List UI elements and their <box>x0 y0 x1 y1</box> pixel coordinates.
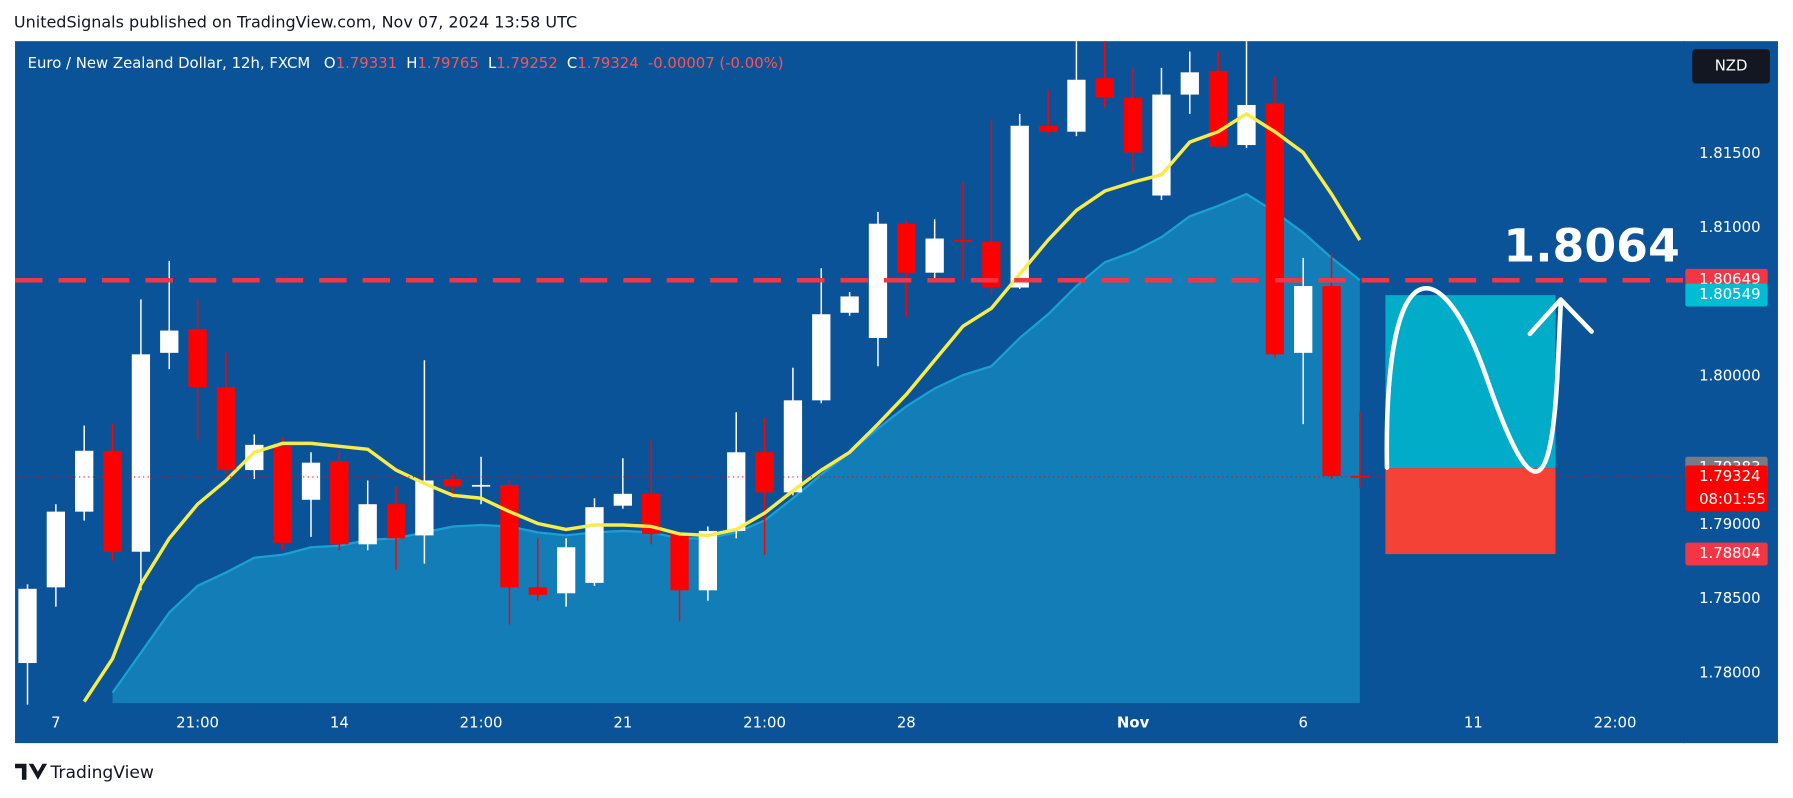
symbol-title: Euro / New Zealand Dollar, 12h, FXCM <box>28 54 311 72</box>
candle-body <box>1322 286 1341 477</box>
price-tag <box>1685 283 1768 307</box>
price-tag-label: 1.79324 <box>1699 467 1760 485</box>
ohlc-value: 1.79765 <box>417 54 478 72</box>
x-tick-label: 21 <box>613 714 632 732</box>
candle-body <box>642 493 661 534</box>
x-tick-label: 28 <box>897 714 916 732</box>
candle-body <box>840 296 859 313</box>
candle-body <box>613 493 632 506</box>
candle-body <box>273 446 292 543</box>
candle-body <box>953 240 973 242</box>
candle-body <box>46 511 66 588</box>
candle-body <box>188 329 207 387</box>
x-tick-label: 14 <box>330 714 349 732</box>
loss-zone <box>1385 468 1556 555</box>
candle-body <box>670 533 689 591</box>
x-tick-label: 22:00 <box>1594 714 1637 732</box>
ohlc-key: C <box>567 54 577 72</box>
candle-body <box>1237 104 1256 146</box>
price-tag <box>1685 542 1768 566</box>
candle-body <box>75 450 94 512</box>
candle-body <box>1265 103 1284 355</box>
candle-body <box>1038 125 1058 132</box>
footer: TradingView <box>49 763 153 783</box>
candle-body <box>585 507 604 583</box>
change: -0.00007 (-0.00%) <box>648 54 784 72</box>
y-tick-label: 1.81000 <box>1699 218 1760 236</box>
currency: NZD <box>1715 56 1748 74</box>
ohlc-value: 1.79331 <box>336 54 397 72</box>
y-tick-label: 1.79000 <box>1699 515 1760 533</box>
y-tick-label: 1.78500 <box>1699 589 1760 607</box>
y-tick-label: 1.78000 <box>1699 663 1760 681</box>
candle-body <box>868 223 888 338</box>
ohlc-key: L <box>488 54 497 72</box>
candle-body <box>528 587 547 595</box>
candle-body <box>415 480 434 536</box>
y-tick-label: 1.80000 <box>1699 367 1760 385</box>
candle-body <box>301 462 321 500</box>
plot: 1.78000 1.78500 1.79000 1.80000 1.81000 1.815… <box>15 41 1770 744</box>
candle-body <box>216 386 236 471</box>
candle-body <box>131 354 151 552</box>
drawn-arrow <box>1527 297 1594 337</box>
logo-icon <box>15 763 48 780</box>
x-tick-label: 21:00 <box>743 714 786 732</box>
countdown: 08:01:55 <box>1699 490 1766 508</box>
candle-body <box>1294 286 1313 353</box>
candle-body <box>925 238 944 273</box>
ma-area <box>112 194 1360 704</box>
candle-body <box>982 241 1001 288</box>
candle-body <box>386 504 406 539</box>
candle-body <box>783 400 803 493</box>
candle-body <box>18 588 37 664</box>
drawn-curve <box>1384 286 1564 474</box>
header: UnitedSignals published on TradingView.c… <box>14 12 577 31</box>
candle-body <box>755 452 774 493</box>
profit-zone <box>1385 295 1556 469</box>
candle-body <box>471 484 491 487</box>
x-tick-label: 11 <box>1464 714 1483 732</box>
ohlc-value: 1.79252 <box>496 54 557 72</box>
candle-body <box>1180 72 1199 95</box>
currency-badge <box>1692 49 1770 84</box>
price-tag-label: 1.80549 <box>1699 285 1760 303</box>
price-tag-label: 1.78804 <box>1699 544 1760 562</box>
candle-body <box>1123 97 1143 153</box>
ohlc-value: 1.79324 <box>577 54 638 72</box>
y-tick-label: 1.81500 <box>1699 144 1760 162</box>
candle-body <box>1010 125 1029 288</box>
x-tick-label: Nov <box>1117 714 1150 732</box>
candle-body <box>727 452 746 531</box>
candle-body <box>812 314 831 401</box>
x-tick-label: 6 <box>1298 714 1307 732</box>
tv-logo: TradingView <box>15 763 154 783</box>
ma-line <box>82 111 1362 703</box>
candle-body <box>358 504 377 545</box>
annotation: 1.8064 <box>1503 220 1679 273</box>
candle-body <box>1095 78 1114 98</box>
candle-body <box>1067 79 1086 132</box>
candle-body <box>160 330 179 353</box>
price-tag <box>1685 465 1768 512</box>
candle-body <box>698 530 718 591</box>
legend-line: Euro / New Zealand Dollar, 12h, FXCM O1.7… <box>28 54 784 72</box>
x-tick-label: 7 <box>51 714 60 732</box>
candle-body <box>330 461 349 545</box>
candle-body <box>897 223 916 273</box>
candle-body <box>500 484 519 588</box>
axis-divider <box>1683 41 1685 744</box>
ohlc-key: O <box>324 54 336 72</box>
ohlc-key: H <box>406 54 417 72</box>
candle-body <box>103 450 122 552</box>
x-tick-label: 21:00 <box>176 714 219 732</box>
candle-body <box>1152 94 1171 196</box>
candle-body <box>556 547 576 594</box>
candle-body <box>443 478 462 487</box>
x-tick-label: 21:00 <box>460 714 503 732</box>
